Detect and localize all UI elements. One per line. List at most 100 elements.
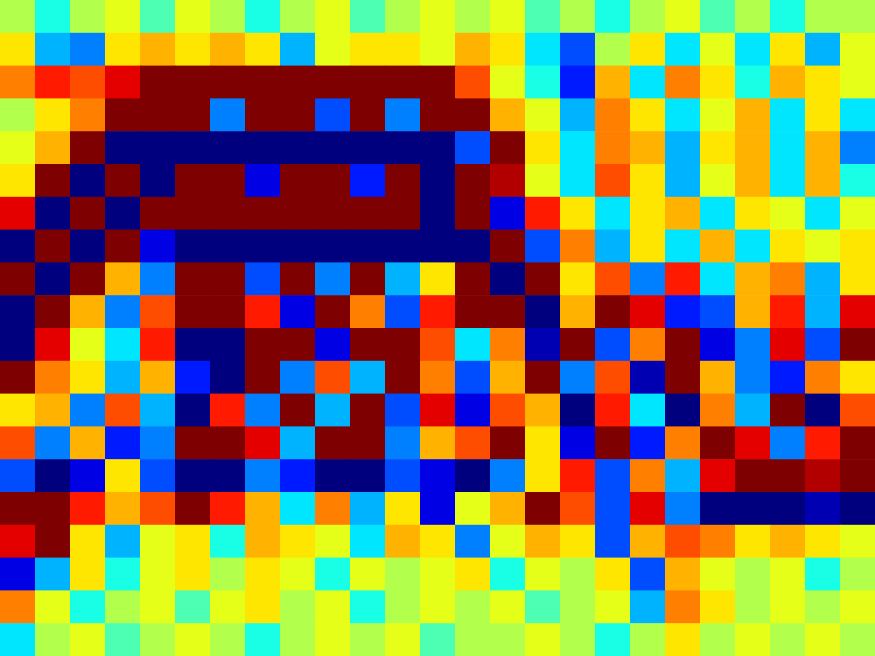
heatmap-cell <box>210 262 246 295</box>
heatmap-cell <box>315 459 351 492</box>
heatmap-cell <box>280 98 316 131</box>
heatmap-cell <box>560 361 596 394</box>
heatmap-cell <box>70 98 106 131</box>
heatmap-cell <box>735 66 771 99</box>
heatmap-cell <box>35 0 71 33</box>
heatmap-cell <box>70 262 106 295</box>
heatmap-cell <box>105 426 141 459</box>
heatmap-cell <box>665 623 701 656</box>
heatmap-cell <box>385 131 421 164</box>
heatmap-cell <box>280 426 316 459</box>
heatmap-cell <box>560 131 596 164</box>
heatmap-cell <box>385 98 421 131</box>
heatmap-cell <box>210 361 246 394</box>
heatmap-cell <box>70 426 106 459</box>
heatmap-cell <box>245 164 281 197</box>
heatmap-cell <box>805 131 841 164</box>
heatmap-cell <box>0 426 36 459</box>
heatmap-cell <box>140 361 176 394</box>
heatmap-cell <box>315 197 351 230</box>
heatmap-cell <box>175 492 211 525</box>
heatmap-cell <box>350 33 386 66</box>
heatmap-cell <box>175 328 211 361</box>
heatmap-cell <box>245 394 281 427</box>
heatmap-cell <box>630 230 666 263</box>
heatmap-cell <box>315 623 351 656</box>
heatmap-cell <box>455 394 491 427</box>
heatmap-cell <box>280 590 316 623</box>
heatmap-cell <box>210 328 246 361</box>
heatmap-cell <box>35 197 71 230</box>
heatmap-cell <box>490 590 526 623</box>
heatmap-cell <box>805 558 841 591</box>
heatmap-cell <box>350 0 386 33</box>
heatmap-cell <box>245 131 281 164</box>
heatmap-cell <box>560 525 596 558</box>
heatmap-cell <box>700 590 736 623</box>
heatmap-cell <box>595 98 631 131</box>
heatmap-cell <box>735 98 771 131</box>
heatmap-cell <box>525 33 561 66</box>
heatmap-cell <box>770 0 806 33</box>
heatmap-cell <box>490 328 526 361</box>
heatmap-cell <box>840 131 875 164</box>
heatmap-cell <box>455 295 491 328</box>
heatmap-cell <box>770 230 806 263</box>
heatmap-cell <box>420 33 456 66</box>
heatmap-cell <box>735 426 771 459</box>
heatmap-cell <box>420 558 456 591</box>
heatmap-cell <box>700 131 736 164</box>
heatmap-cell <box>385 230 421 263</box>
heatmap-cell <box>140 459 176 492</box>
heatmap-cell <box>525 459 561 492</box>
heatmap-cell <box>770 262 806 295</box>
heatmap-cell <box>175 394 211 427</box>
heatmap-cell <box>490 623 526 656</box>
heatmap-cell <box>140 590 176 623</box>
heatmap-cell <box>0 164 36 197</box>
heatmap-cell <box>735 459 771 492</box>
heatmap-cell <box>315 230 351 263</box>
heatmap-cell <box>105 492 141 525</box>
heatmap-cell <box>805 33 841 66</box>
heatmap-cell <box>280 33 316 66</box>
heatmap-cell <box>840 590 875 623</box>
heatmap-cell <box>595 131 631 164</box>
heatmap-cell <box>105 590 141 623</box>
heatmap-cell <box>805 66 841 99</box>
heatmap-cell <box>560 230 596 263</box>
heatmap-cell <box>630 295 666 328</box>
heatmap-cell <box>455 361 491 394</box>
heatmap-cell <box>595 328 631 361</box>
heatmap-cell <box>210 98 246 131</box>
heatmap-cell <box>350 426 386 459</box>
heatmap-cell <box>665 328 701 361</box>
heatmap-cell <box>245 558 281 591</box>
heatmap-cell <box>350 98 386 131</box>
heatmap-cell <box>245 426 281 459</box>
heatmap-cell <box>770 295 806 328</box>
heatmap-cell <box>35 623 71 656</box>
heatmap-cell <box>525 295 561 328</box>
heatmap-cell <box>35 394 71 427</box>
heatmap-cell <box>420 328 456 361</box>
heatmap-cell <box>490 66 526 99</box>
heatmap-cell <box>385 164 421 197</box>
heatmap-cell <box>210 394 246 427</box>
heatmap-cell <box>70 0 106 33</box>
heatmap-cell <box>315 361 351 394</box>
heatmap-cell <box>70 525 106 558</box>
heatmap-cell <box>770 33 806 66</box>
heatmap-cell <box>770 66 806 99</box>
heatmap-cell <box>805 361 841 394</box>
heatmap-cell <box>630 525 666 558</box>
heatmap-cell <box>490 197 526 230</box>
heatmap-cell <box>280 328 316 361</box>
heatmap-cell <box>840 295 875 328</box>
heatmap-cell <box>350 328 386 361</box>
heatmap-cell <box>735 295 771 328</box>
heatmap-cell <box>525 426 561 459</box>
heatmap-cell <box>105 558 141 591</box>
heatmap-cell <box>490 558 526 591</box>
heatmap-cell <box>70 623 106 656</box>
